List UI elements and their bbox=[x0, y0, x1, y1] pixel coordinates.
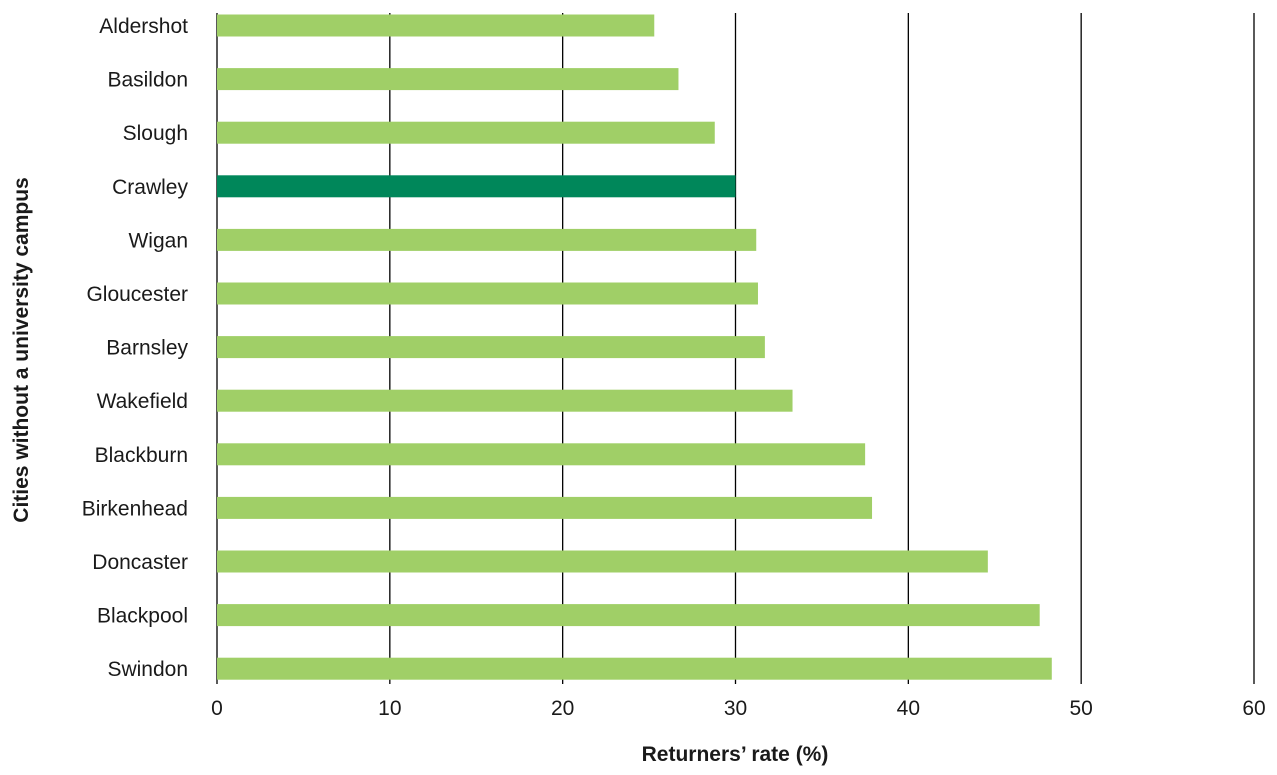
bar-wakefield bbox=[217, 389, 793, 412]
x-tick-label-30: 30 bbox=[724, 697, 747, 720]
category-label-blackburn: Blackburn bbox=[95, 444, 188, 467]
category-label-wigan: Wigan bbox=[128, 229, 188, 252]
category-label-wakefield: Wakefield bbox=[97, 390, 188, 413]
bar-aldershot bbox=[217, 14, 655, 37]
x-tick-label-60: 60 bbox=[1242, 697, 1265, 720]
bars bbox=[217, 14, 1052, 680]
category-label-crawley: Crawley bbox=[112, 176, 188, 199]
category-labels: Aldershot Basildon Slough Crawley Wigan Glouc… bbox=[82, 15, 189, 681]
category-label-basildon: Basildon bbox=[107, 69, 188, 92]
category-label-swindon: Swindon bbox=[107, 658, 188, 681]
x-tick-label-20: 20 bbox=[551, 697, 574, 720]
x-tick-label-40: 40 bbox=[897, 697, 920, 720]
x-tick-label-0: 0 bbox=[211, 697, 223, 720]
bar-blackpool bbox=[217, 604, 1040, 627]
bar-basildon bbox=[217, 68, 679, 91]
x-axis-title: Returners’ rate (%) bbox=[642, 743, 829, 766]
bar-barnsley bbox=[217, 336, 765, 359]
x-tick-label-50: 50 bbox=[1069, 697, 1092, 720]
y-axis-title: Cities without a university campus bbox=[10, 177, 33, 522]
bar-birkenhead bbox=[217, 496, 873, 519]
x-tick-label-10: 10 bbox=[378, 697, 401, 720]
bar-swindon bbox=[217, 657, 1052, 680]
category-label-aldershot: Aldershot bbox=[99, 15, 188, 38]
category-label-barnsley: Barnsley bbox=[106, 337, 188, 360]
bar-slough bbox=[217, 121, 715, 144]
category-label-blackpool: Blackpool bbox=[97, 605, 188, 628]
bar-crawley bbox=[217, 175, 736, 198]
bar-wigan bbox=[217, 228, 757, 251]
category-label-slough: Slough bbox=[123, 122, 188, 145]
category-label-gloucester: Gloucester bbox=[86, 283, 188, 306]
bar-gloucester bbox=[217, 282, 758, 305]
bar-doncaster bbox=[217, 550, 988, 573]
x-tick-labels: 0 10 20 30 40 50 60 bbox=[211, 697, 1266, 720]
category-label-doncaster: Doncaster bbox=[92, 551, 188, 574]
bar-blackburn bbox=[217, 443, 866, 466]
category-label-birkenhead: Birkenhead bbox=[82, 497, 188, 520]
